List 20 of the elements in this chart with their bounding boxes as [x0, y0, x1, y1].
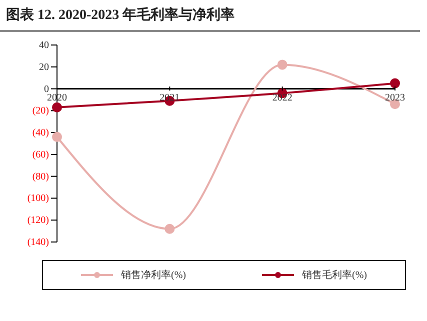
y-tick-label: (120)	[27, 215, 49, 226]
point	[390, 78, 400, 88]
y-tick-label: 40	[39, 40, 49, 51]
point	[164, 224, 175, 234]
y-tick-label: (20)	[32, 106, 49, 117]
y-tick-label: (100)	[27, 193, 49, 204]
legend-label: 销售毛利率(%)	[302, 268, 367, 282]
x-tick-label: 2022	[272, 92, 292, 104]
point	[277, 60, 288, 70]
y-tick-label: 0	[44, 84, 49, 95]
chart-title: 图表 12. 2020-2023 年毛利率与净利率	[6, 6, 235, 24]
y-tick-label: (80)	[32, 171, 49, 182]
x-tick-label: 2023	[385, 92, 405, 104]
legend-label: 销售净利率(%)	[121, 268, 186, 282]
point	[52, 132, 62, 142]
point	[52, 102, 62, 112]
y-tick-label: (40)	[32, 128, 49, 139]
y-tick-label: 20	[39, 62, 49, 73]
y-tick-label: (140)	[27, 237, 49, 248]
y-tick-label: (60)	[32, 149, 49, 160]
